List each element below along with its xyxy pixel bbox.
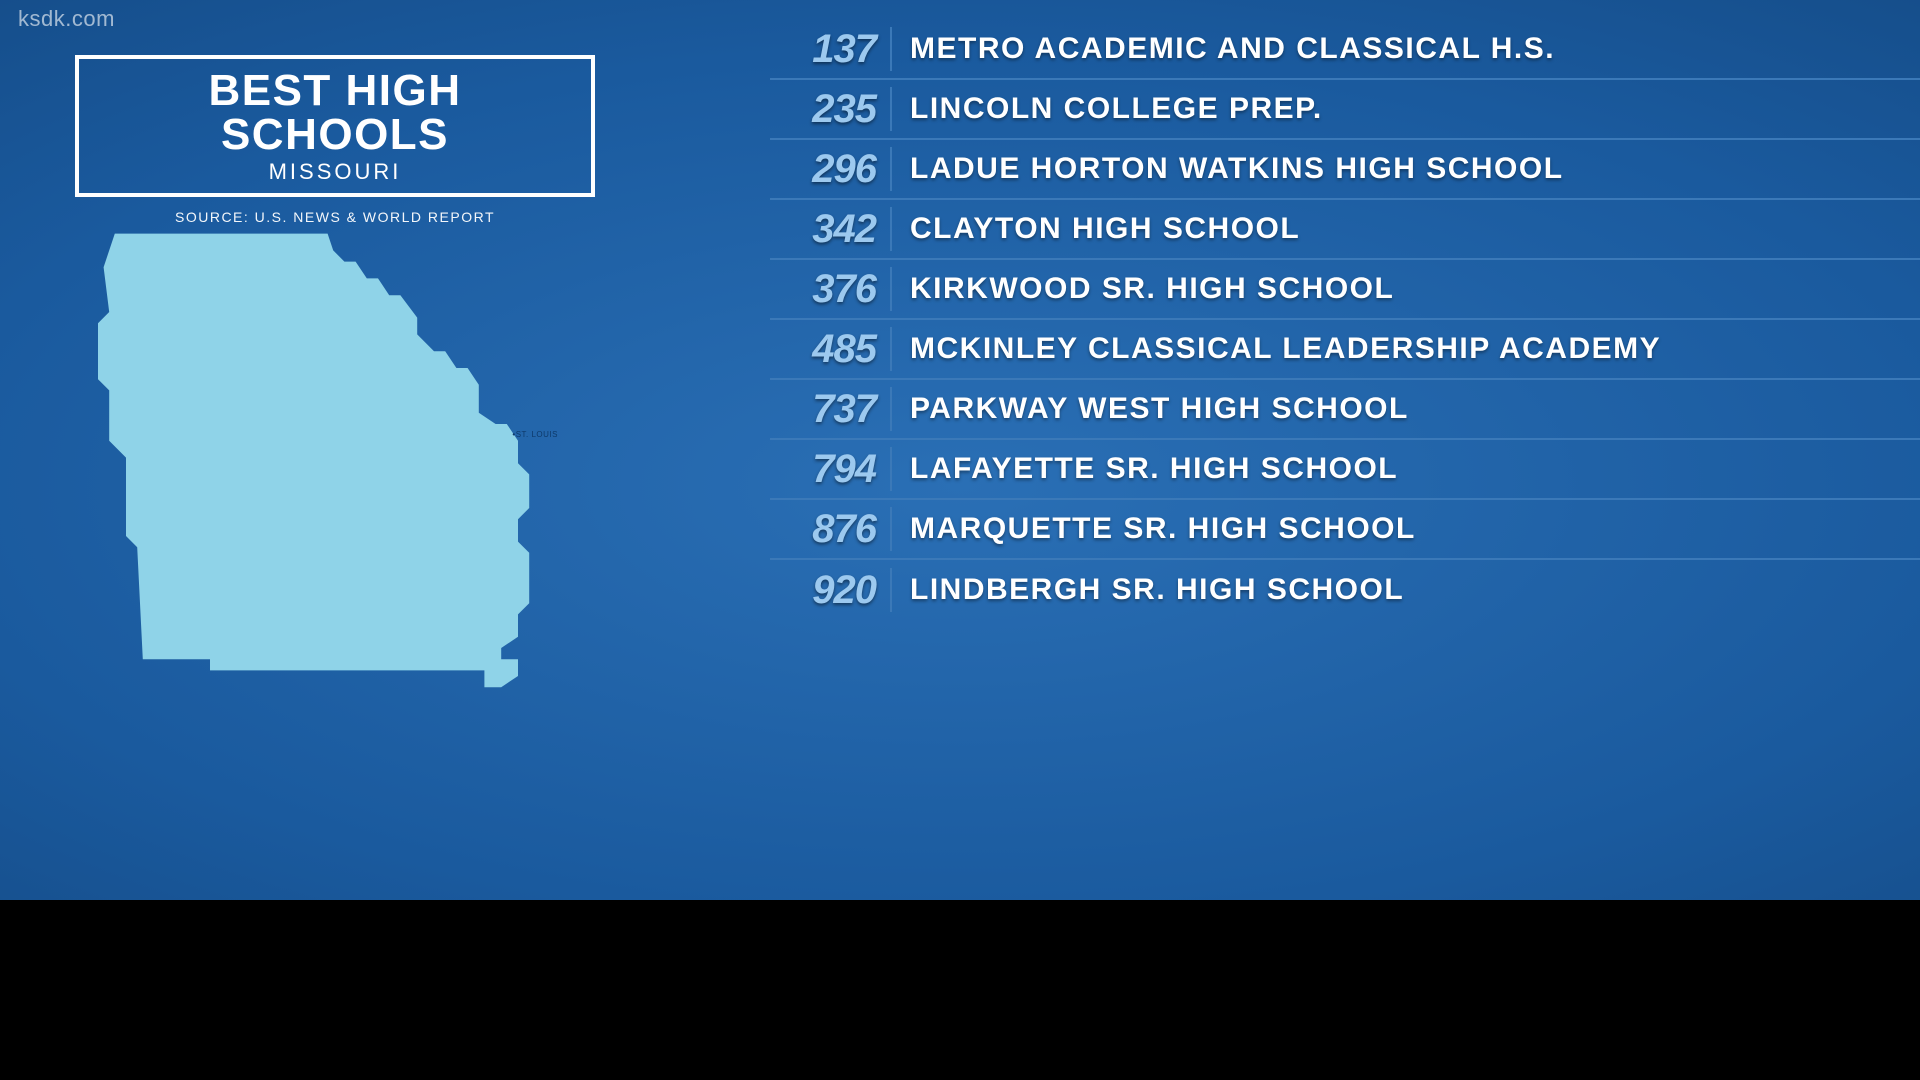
row-divider [890,27,892,71]
rank-number: 485 [812,329,876,369]
rank-number: 235 [812,89,876,129]
row-divider [890,387,892,431]
ranking-row: 737 PARKWAY WEST HIGH SCHOOL [770,380,1920,440]
rank-number: 876 [812,509,876,549]
row-divider [890,87,892,131]
school-name: LADUE HORTON WATKINS HIGH SCHOOL [910,152,1564,186]
rank-cell: 794 [770,440,890,498]
row-divider [890,447,892,491]
school-name: MCKINLEY CLASSICAL LEADERSHIP ACADEMY [910,332,1661,366]
row-divider [890,147,892,191]
ranking-row: 296 LADUE HORTON WATKINS HIGH SCHOOL [770,140,1920,200]
school-name: LINDBERGH SR. HIGH SCHOOL [910,573,1404,607]
ranking-row: 137 METRO ACADEMIC AND CLASSICAL H.S. [770,20,1920,80]
missouri-path [98,234,529,688]
rank-number: 296 [812,149,876,189]
city-label-stlouis: •ST. LOUIS [512,430,558,439]
state-map: •ST. LOUIS [70,200,630,760]
title-subtitle: MISSOURI [107,159,563,185]
rank-cell: 876 [770,500,890,558]
rank-number: 920 [812,570,876,610]
ranking-list: 137 METRO ACADEMIC AND CLASSICAL H.S. 235 L… [770,20,1920,620]
rank-cell: 342 [770,200,890,258]
school-name: PARKWAY WEST HIGH SCHOOL [910,392,1409,426]
school-name: MARQUETTE SR. HIGH SCHOOL [910,512,1416,546]
rank-number: 794 [812,449,876,489]
row-divider [890,507,892,551]
school-name: LAFAYETTE SR. HIGH SCHOOL [910,452,1398,486]
lower-third-bar [0,900,1920,1080]
ranking-row: 485 MCKINLEY CLASSICAL LEADERSHIP ACADEMY [770,320,1920,380]
rank-cell: 235 [770,80,890,138]
school-name: METRO ACADEMIC AND CLASSICAL H.S. [910,32,1555,66]
row-divider [890,568,892,612]
missouri-silhouette-icon [70,200,630,760]
rank-cell: 376 [770,260,890,318]
rank-number: 137 [812,29,876,69]
row-divider [890,327,892,371]
row-divider [890,267,892,311]
ranking-row: 376 KIRKWOOD SR. HIGH SCHOOL [770,260,1920,320]
ranking-row: 794 LAFAYETTE SR. HIGH SCHOOL [770,440,1920,500]
ranking-row: 342 CLAYTON HIGH SCHOOL [770,200,1920,260]
ranking-row: 920 LINDBERGH SR. HIGH SCHOOL [770,560,1920,620]
rank-cell: 137 [770,20,890,78]
title-main: BEST HIGH SCHOOLS [107,69,563,157]
rank-cell: 737 [770,380,890,438]
row-divider [890,207,892,251]
rank-cell: 920 [770,560,890,620]
ranking-row: 876 MARQUETTE SR. HIGH SCHOOL [770,500,1920,560]
ranking-row: 235 LINCOLN COLLEGE PREP. [770,80,1920,140]
school-name: KIRKWOOD SR. HIGH SCHOOL [910,272,1394,306]
rank-number: 376 [812,269,876,309]
rank-number: 342 [812,209,876,249]
school-name: LINCOLN COLLEGE PREP. [910,92,1323,126]
rank-number: 737 [812,389,876,429]
station-watermark: ksdk.com [18,6,115,32]
title-box: BEST HIGH SCHOOLS MISSOURI [75,55,595,197]
school-name: CLAYTON HIGH SCHOOL [910,212,1300,246]
rank-cell: 485 [770,320,890,378]
rank-cell: 296 [770,140,890,198]
